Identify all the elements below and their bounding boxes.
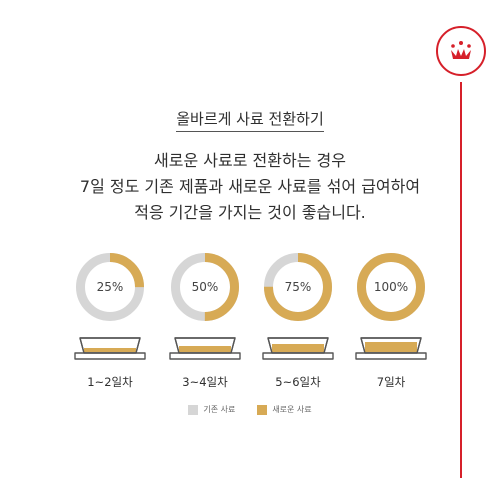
stage-1: 25% 1~2일차: [70, 252, 150, 390]
percent-label: 25%: [96, 280, 124, 294]
percent-label: 50%: [191, 280, 219, 294]
brand-logo: [436, 26, 486, 76]
percent-label: 100%: [373, 280, 409, 294]
new-food-arc: [264, 253, 332, 321]
new-food-arc: [171, 253, 239, 321]
food-bowl-icon: [74, 337, 146, 360]
description-line: 적응 기간을 가지는 것이 좋습니다.: [134, 203, 366, 222]
stage-4: 100% 7일차: [351, 252, 431, 390]
new-food-swatch: [257, 404, 268, 415]
food-bowl-icon: [355, 337, 427, 360]
description-line: 새로운 사료로 전환하는 경우: [154, 151, 346, 170]
ratio-ring: 25%: [75, 252, 145, 322]
legend-new-label: 새로운 사료: [272, 405, 312, 414]
day-label: 1~2일차: [87, 375, 133, 389]
ratio-ring: 75%: [263, 252, 333, 322]
day-label: 7일차: [376, 375, 406, 389]
stage-3: 75% 5~6일차: [258, 252, 338, 390]
legend: 기존 사료 새로운 사료: [0, 404, 500, 415]
ratio-ring-chart: [76, 253, 144, 321]
ratio-ring-chart: [171, 253, 239, 321]
page-title: 올바르게 사료 전환하기: [0, 108, 500, 132]
ratio-ring: 100%: [356, 252, 426, 322]
crown-icon: [451, 41, 471, 59]
new-food-arc: [357, 253, 425, 321]
old-food-swatch: [188, 404, 199, 415]
ratio-ring-chart: [264, 253, 332, 321]
legend-item-new: 새로운 사료: [257, 404, 312, 415]
food-bowl-icon: [169, 337, 241, 360]
description: 새로운 사료로 전환하는 경우 7일 정도 기존 제품과 새로운 사료를 섞어 …: [0, 148, 500, 226]
ratio-ring-chart: [357, 253, 425, 321]
ratio-ring: 50%: [170, 252, 240, 322]
brand-vertical-line: [460, 82, 462, 478]
percent-label: 75%: [284, 280, 312, 294]
stage-2: 50% 3~4일차: [165, 252, 245, 390]
food-bowl-icon: [262, 337, 334, 360]
legend-item-old: 기존 사료: [188, 404, 235, 415]
description-line: 7일 정도 기존 제품과 새로운 사료를 섞어 급여하여: [79, 177, 421, 196]
legend-old-label: 기존 사료: [203, 405, 236, 414]
new-food-arc: [76, 253, 144, 321]
day-label: 3~4일차: [182, 375, 228, 389]
day-label: 5~6일차: [275, 375, 321, 389]
